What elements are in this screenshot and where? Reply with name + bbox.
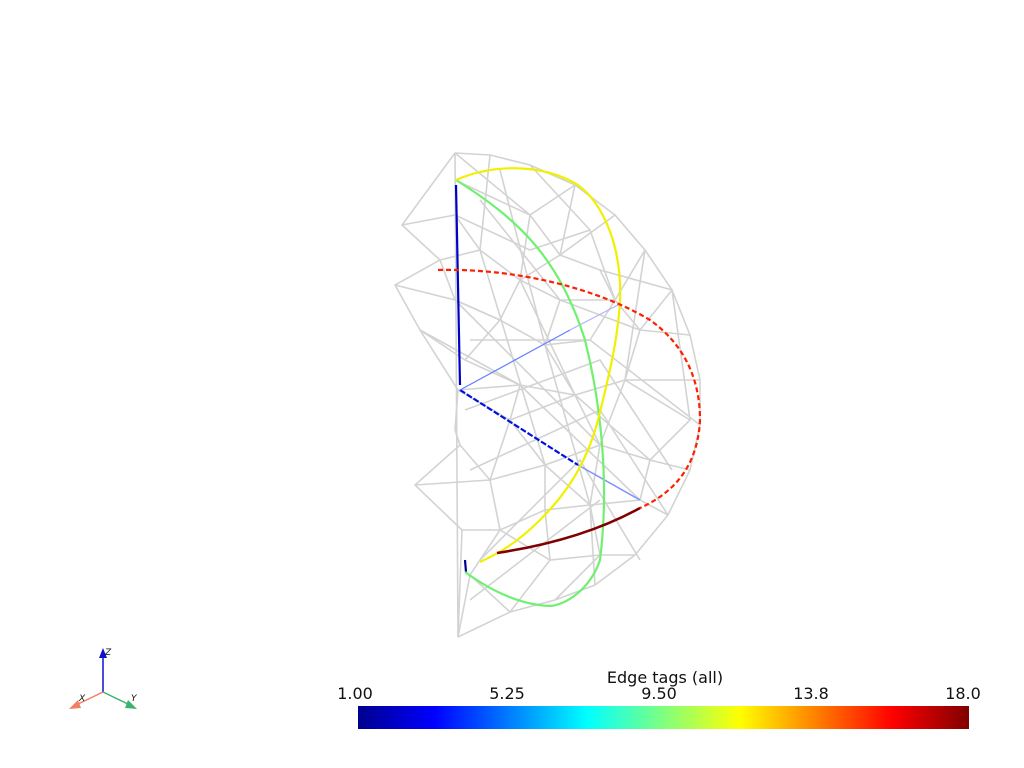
tagged-edges (437, 167, 702, 608)
colorbar-tick-label: 13.8 (793, 684, 829, 703)
y-axis-label: Y (131, 694, 138, 704)
z-axis-label: Z (104, 648, 112, 658)
z-axis-arrow-icon (99, 648, 107, 658)
colorbar-title: Edge tags (all) (606, 668, 724, 687)
x-axis-arrow-icon (69, 700, 81, 709)
colorbar-tick-label: 1.00 (337, 684, 373, 703)
colorbar (358, 706, 969, 729)
y-axis-arrow-icon (125, 700, 137, 709)
colorbar-tick-label: 9.50 (641, 684, 677, 703)
orientation-axes: Z X Y (69, 648, 138, 709)
colorbar-tick-label: 5.25 (489, 684, 525, 703)
mesh-wireframe (393, 152, 701, 638)
colorbar-tick-label: 18.0 (945, 684, 981, 703)
x-axis-label: X (78, 694, 86, 704)
